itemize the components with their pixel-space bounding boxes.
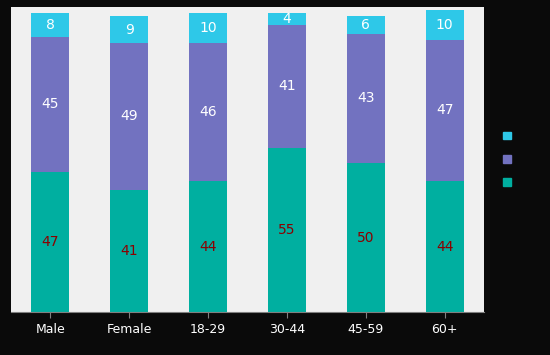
Text: 47: 47	[436, 103, 453, 118]
Text: 44: 44	[199, 240, 217, 253]
Bar	[426, 181, 464, 312]
Text: 43: 43	[357, 91, 375, 105]
Text: 4: 4	[283, 12, 292, 26]
Bar	[268, 25, 306, 148]
Text: 8: 8	[46, 18, 55, 32]
Bar	[111, 190, 148, 312]
Bar	[31, 37, 69, 172]
Text: 41: 41	[120, 244, 138, 258]
Bar	[426, 10, 464, 40]
Bar	[268, 148, 306, 312]
Text: 10: 10	[436, 18, 453, 32]
Bar	[189, 13, 227, 43]
Text: 41: 41	[278, 80, 296, 93]
Bar	[268, 13, 306, 25]
Text: 47: 47	[42, 235, 59, 249]
Bar	[347, 16, 384, 34]
Bar	[189, 181, 227, 312]
Text: 45: 45	[42, 97, 59, 111]
Text: 46: 46	[199, 105, 217, 119]
Text: 6: 6	[361, 18, 370, 32]
Text: 9: 9	[125, 23, 134, 37]
Text: 55: 55	[278, 223, 296, 237]
Text: 10: 10	[199, 21, 217, 35]
Bar	[347, 163, 384, 312]
Text: 49: 49	[120, 109, 138, 123]
Bar	[111, 43, 148, 190]
Text: 44: 44	[436, 240, 453, 253]
Legend: , , : , ,	[499, 127, 518, 192]
Bar	[189, 43, 227, 181]
Bar	[426, 40, 464, 181]
Bar	[31, 172, 69, 312]
Bar	[31, 13, 69, 37]
Bar	[111, 16, 148, 43]
Bar	[347, 34, 384, 163]
Text: 50: 50	[357, 230, 375, 245]
